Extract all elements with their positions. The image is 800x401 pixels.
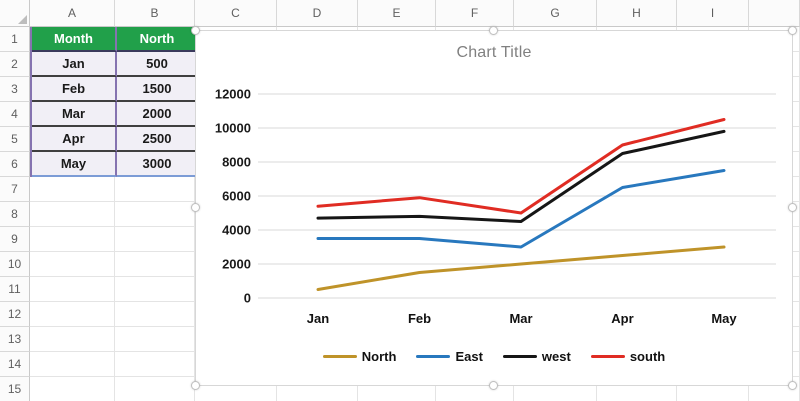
grid-cell[interactable] [30,352,115,377]
table-cell[interactable]: May [32,152,117,177]
table-header-cell[interactable]: North [117,27,197,52]
table-cell[interactable]: 3000 [117,152,197,177]
legend-item-east[interactable]: East [416,349,483,364]
legend-line-swatch [590,355,625,358]
table-cell[interactable]: 2500 [117,127,197,152]
chart-title[interactable]: Chart Title [456,44,532,61]
y-axis-tick-label[interactable]: 8000 [222,155,251,170]
series-line-east[interactable] [316,169,726,249]
x-axis-category-label[interactable]: Mar [509,311,532,326]
column-header-h[interactable]: H [597,0,677,27]
column-header-c[interactable]: C [195,0,277,27]
column-header-f[interactable]: F [436,0,514,27]
column-header-i[interactable]: I [677,0,749,27]
chart-resize-handle-top-left[interactable] [191,26,200,35]
grid-cell[interactable] [115,302,195,327]
legend-line-swatch [322,355,357,358]
table-cell[interactable]: Feb [32,77,117,102]
chart-legend[interactable]: North East west south [196,349,792,364]
row-header-3[interactable]: 3 [0,77,30,102]
grid-cell[interactable] [30,202,115,227]
table-cell[interactable]: Jan [32,52,117,77]
column-header-a[interactable]: A [30,0,115,27]
table-header-cell[interactable]: Month [32,27,117,52]
grid-cell[interactable] [115,227,195,252]
table-cell[interactable]: Mar [32,102,117,127]
select-all-corner[interactable] [0,0,30,27]
chart-resize-handle-top-center[interactable] [489,26,498,35]
grid-cell[interactable] [115,327,195,352]
grid-cell[interactable] [30,277,115,302]
row-header-5[interactable]: 5 [0,127,30,152]
grid-cell[interactable] [30,252,115,277]
x-axis-category-label[interactable]: Feb [408,311,431,326]
table-cell[interactable]: 2000 [117,102,197,127]
grid-cell[interactable] [115,202,195,227]
chart-resize-handle-bottom-center[interactable] [489,381,498,390]
grid-cell[interactable] [30,302,115,327]
row-header-9[interactable]: 9 [0,227,30,252]
y-axis-tick-label[interactable]: 12000 [215,87,251,102]
grid-cell[interactable] [115,352,195,377]
legend-item-north[interactable]: North [322,349,397,364]
row-header-10[interactable]: 10 [0,252,30,277]
legend-item-south[interactable]: south [590,349,666,364]
row-header-8[interactable]: 8 [0,202,30,227]
table-cell[interactable]: Apr [32,127,117,152]
legend-line-swatch [416,355,451,358]
y-axis-tick-label[interactable]: 4000 [222,223,251,238]
row-header-1[interactable]: 1 [0,27,30,52]
legend-label: East [455,349,483,364]
grid-cell[interactable] [30,177,115,202]
x-axis-category-label[interactable]: Apr [611,311,633,326]
y-axis-tick-label[interactable]: 10000 [215,121,251,136]
legend-label: south [629,349,666,364]
grid-cell[interactable] [30,327,115,352]
column-header-b[interactable]: B [115,0,195,27]
legend-label: west [541,349,571,364]
legend-label: North [361,349,397,364]
row-header-14[interactable]: 14 [0,352,30,377]
series-line-west[interactable] [316,129,726,223]
legend-item-west[interactable]: west [502,349,571,364]
table-cell[interactable]: 1500 [117,77,197,102]
column-header-partial[interactable] [749,0,800,27]
grid-cell[interactable] [115,277,195,302]
y-axis-tick-label[interactable]: 2000 [222,257,251,272]
row-header-7[interactable]: 7 [0,177,30,202]
y-axis-tick-label[interactable]: 0 [244,291,251,306]
chart-resize-handle-bottom-right[interactable] [788,381,797,390]
row-header-15[interactable]: 15 [0,377,30,401]
chart-resize-handle-top-right[interactable] [788,26,797,35]
row-header-2[interactable]: 2 [0,52,30,77]
x-axis-category-label[interactable]: May [711,311,737,326]
grid-cell[interactable] [115,377,195,401]
column-header-d[interactable]: D [277,0,358,27]
grid-cell[interactable] [115,252,195,277]
grid-cell[interactable] [30,227,115,252]
chart-resize-handle-bottom-left[interactable] [191,381,200,390]
grid-cell[interactable] [30,377,115,401]
legend-line-swatch [502,355,537,358]
row-header-12[interactable]: 12 [0,302,30,327]
data-table: Month North Jan 500 Feb 1500 Mar 2000 Apr 2500 May… [30,27,197,177]
row-header-13[interactable]: 13 [0,327,30,352]
row-header-6[interactable]: 6 [0,152,30,177]
row-header-11[interactable]: 11 [0,277,30,302]
column-header-e[interactable]: E [358,0,436,27]
chart[interactable]: Chart Title 0 2000 4000 6000 8000 10000 12000 J… [191,26,797,390]
table-cell[interactable]: 500 [117,52,197,77]
grid-cell[interactable] [115,177,195,202]
chart-resize-handle-middle-right[interactable] [788,203,797,212]
row-header-4[interactable]: 4 [0,102,30,127]
plot-area: 0 2000 4000 6000 8000 10000 12000 Jan Feb Mar Apr M… [215,87,776,326]
series-line-south[interactable] [316,118,726,215]
x-axis-category-label[interactable]: Jan [307,311,329,326]
column-header-g[interactable]: G [514,0,597,27]
y-axis-tick-label[interactable]: 6000 [222,189,251,204]
chart-resize-handle-middle-left[interactable] [191,203,200,212]
series-line-north[interactable] [316,245,726,291]
